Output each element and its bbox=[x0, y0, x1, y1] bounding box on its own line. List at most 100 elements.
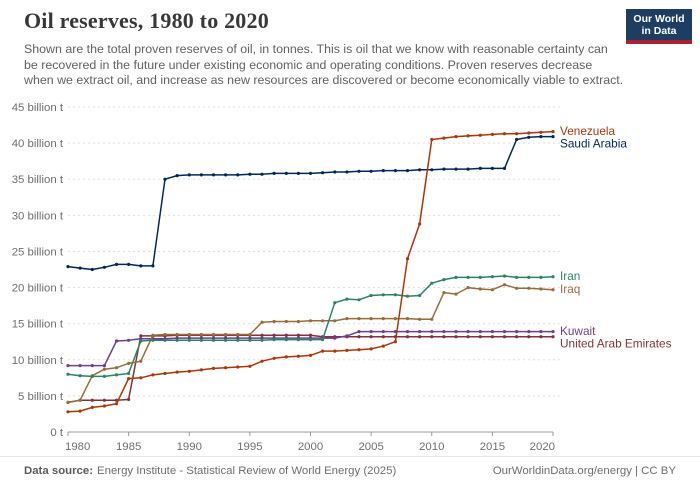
data-point bbox=[248, 364, 252, 368]
series-label-iraq[interactable]: Iraq bbox=[560, 282, 580, 296]
data-point bbox=[381, 293, 385, 297]
credit-link[interactable]: OurWorldinData.org/energy | CC BY bbox=[492, 465, 676, 477]
owid-logo[interactable]: Our World in Data bbox=[626, 9, 692, 44]
data-point bbox=[442, 335, 446, 339]
data-point bbox=[260, 338, 264, 342]
data-point bbox=[236, 332, 240, 337]
series-label-venezuela[interactable]: Venezuela bbox=[560, 124, 616, 138]
data-point bbox=[466, 167, 470, 171]
x-tick-label: 2015 bbox=[480, 441, 505, 453]
data-point bbox=[90, 364, 94, 368]
series-label-united-arab-emirates[interactable]: United Arab Emirates bbox=[560, 337, 672, 351]
data-point bbox=[466, 335, 470, 339]
data-point bbox=[284, 319, 288, 324]
data-point bbox=[66, 372, 70, 376]
data-point bbox=[187, 369, 191, 373]
data-point bbox=[90, 398, 94, 402]
data-point bbox=[466, 330, 470, 334]
data-point bbox=[490, 335, 494, 339]
data-point bbox=[405, 330, 410, 334]
owid-logo-line1: Our World bbox=[633, 12, 685, 25]
data-point bbox=[418, 222, 422, 226]
data-point bbox=[515, 132, 519, 136]
data-point bbox=[357, 330, 361, 334]
data-point bbox=[139, 337, 143, 341]
series-line-iraq bbox=[66, 283, 555, 404]
data-point bbox=[175, 336, 179, 340]
data-point bbox=[345, 170, 349, 174]
data-point bbox=[527, 330, 531, 334]
data-point bbox=[284, 171, 288, 175]
chart-footer: Data source: Energy Institute - Statistic… bbox=[0, 456, 700, 494]
data-point bbox=[466, 275, 470, 279]
y-tick-label: 10 billion t bbox=[12, 355, 64, 367]
data-point bbox=[405, 257, 410, 261]
data-point bbox=[418, 317, 422, 321]
data-point bbox=[490, 330, 494, 334]
data-point bbox=[114, 373, 119, 377]
data-point bbox=[502, 335, 507, 339]
data-point bbox=[442, 136, 446, 140]
data-point bbox=[321, 171, 325, 175]
data-point bbox=[430, 317, 434, 321]
data-point bbox=[502, 132, 507, 136]
data-point bbox=[308, 319, 313, 323]
data-point bbox=[393, 293, 397, 297]
data-point bbox=[490, 288, 494, 292]
data-point bbox=[139, 339, 143, 343]
data-point bbox=[515, 330, 519, 334]
data-point bbox=[127, 338, 131, 342]
data-point bbox=[163, 332, 167, 337]
x-tick-label: 1980 bbox=[65, 441, 90, 453]
data-point bbox=[236, 365, 240, 369]
data-point bbox=[78, 409, 82, 413]
data-point bbox=[430, 137, 434, 142]
data-point bbox=[296, 354, 300, 358]
data-point bbox=[272, 171, 276, 175]
data-point bbox=[175, 370, 179, 374]
x-tick-label: 1990 bbox=[177, 441, 202, 453]
data-point bbox=[66, 265, 70, 269]
series-label-iran[interactable]: Iran bbox=[560, 269, 580, 283]
data-point bbox=[90, 405, 94, 409]
data-point bbox=[284, 333, 288, 337]
data-point bbox=[199, 368, 203, 372]
data-point bbox=[199, 336, 203, 340]
data-point bbox=[442, 291, 446, 295]
data-point bbox=[224, 332, 228, 337]
data-point bbox=[321, 338, 325, 342]
data-point bbox=[369, 293, 373, 298]
data-point bbox=[224, 338, 228, 342]
series-label-saudi-arabia[interactable]: Saudi Arabia bbox=[560, 137, 627, 151]
data-point bbox=[405, 317, 410, 321]
data-point bbox=[308, 333, 313, 337]
data-point bbox=[430, 168, 434, 172]
data-point bbox=[357, 317, 361, 321]
data-point bbox=[502, 330, 507, 334]
data-point bbox=[308, 353, 313, 357]
data-point bbox=[199, 173, 203, 177]
data-point bbox=[357, 348, 361, 352]
data-point bbox=[527, 335, 531, 339]
data-point bbox=[369, 169, 373, 173]
data-point bbox=[260, 172, 264, 176]
data-point bbox=[430, 335, 434, 339]
data-point bbox=[527, 286, 531, 290]
data-point bbox=[114, 402, 119, 406]
data-source: Data source: Energy Institute - Statistic… bbox=[24, 465, 396, 477]
data-point bbox=[454, 275, 458, 279]
data-point bbox=[418, 335, 422, 339]
data-point bbox=[175, 174, 179, 178]
series-label-kuwait[interactable]: Kuwait bbox=[560, 324, 596, 338]
data-point bbox=[466, 134, 470, 138]
data-point bbox=[151, 373, 155, 377]
data-point bbox=[430, 330, 434, 334]
data-point bbox=[248, 338, 252, 342]
data-point bbox=[478, 335, 482, 339]
data-point bbox=[260, 359, 264, 363]
x-tick-label: 2010 bbox=[419, 441, 444, 453]
data-point bbox=[442, 278, 446, 282]
data-point bbox=[333, 170, 337, 174]
